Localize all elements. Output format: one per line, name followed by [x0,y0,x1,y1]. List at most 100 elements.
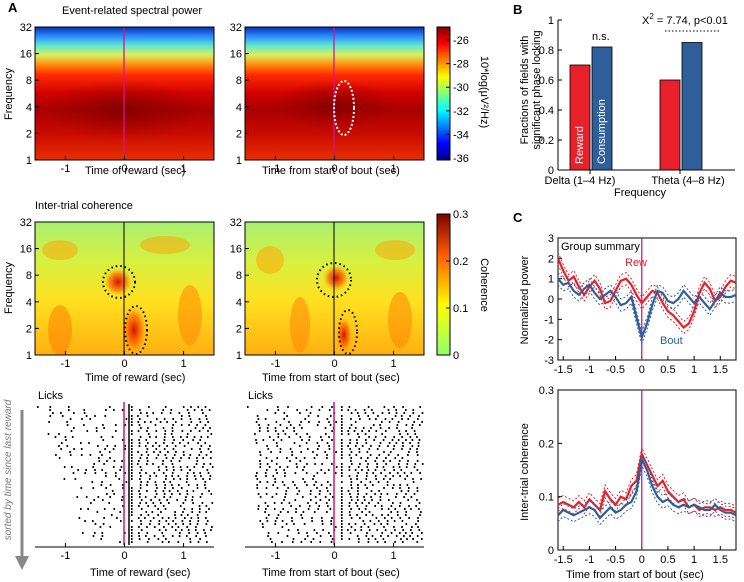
lick-mark [274,523,276,525]
lick-mark [285,523,288,525]
lick-mark [367,415,369,417]
lick-mark [408,451,410,453]
lick-mark [289,448,292,450]
lick-mark [407,490,410,492]
lick-mark [205,517,207,519]
lick-mark [177,526,180,528]
lick-mark [341,463,343,465]
lick-mark [374,505,376,507]
lick-mark [350,484,352,486]
lick-mark [99,451,101,453]
lick-mark [291,520,293,522]
lick-mark [306,463,308,465]
lick-mark [341,493,343,495]
lick-mark [299,412,301,414]
lick-mark [341,517,343,519]
lick-mark [276,487,279,489]
lick-mark [311,520,313,522]
lick-mark [408,487,410,489]
lick-mark [192,490,195,492]
lick-mark [140,520,142,522]
lick-mark [405,532,407,534]
lick-mark [64,436,67,438]
lick-mark [341,421,343,423]
lick-mark [264,472,267,474]
lick-mark [349,514,351,516]
lick-mark [80,508,82,510]
lick-mark [94,532,96,534]
lick-mark [165,457,168,459]
lick-mark [85,415,88,417]
lick-mark [279,451,282,453]
lick-mark [357,487,359,489]
lick-mark [186,409,189,411]
lick-mark [48,421,50,423]
lick-mark [172,487,174,489]
lick-mark [421,412,424,414]
lick-mark [139,457,142,459]
lick-mark [90,502,92,504]
lick-mark [360,529,363,531]
lick-mark [400,415,403,417]
lick-mark [157,514,159,516]
a-mid-r-xtick-label: 0 [331,358,337,370]
lick-mark [295,463,298,465]
lick-mark [71,436,74,438]
lick-mark [341,520,343,522]
lick-mark [272,484,274,486]
lick-mark [367,406,370,408]
lick-mark [131,424,133,426]
lick-mark [92,535,95,537]
lick-mark [146,430,148,432]
a-mid-l-xtick-label: 0 [121,358,127,370]
lick-mark [73,427,75,429]
lick-mark [105,409,107,411]
lick-mark [206,469,209,471]
lick-mark [66,445,69,447]
lick-mark [178,484,180,486]
lick-mark [349,493,351,495]
lick-mark [335,421,337,423]
lick-mark [379,496,382,498]
lick-mark [80,487,83,489]
lick-mark [296,493,299,495]
lick-mark [341,490,343,492]
lick-mark [199,448,201,450]
lick-mark [371,409,373,411]
lick-mark [104,448,106,450]
lick-mark [401,457,404,459]
lick-mark [63,478,66,480]
lick-mark [120,520,122,522]
lick-mark [401,418,403,420]
a-mid-l-xtick-label: -1 [61,358,71,370]
lick-mark [172,448,175,450]
lick-mark [155,475,158,477]
lick-mark [131,493,133,495]
lick-mark [205,535,207,537]
lick-mark [312,451,314,453]
lick-mark [200,475,202,477]
lick-mark [154,490,157,492]
lick-mark [154,505,156,507]
lick-mark [146,490,148,492]
lick-mark [371,514,374,516]
lick-mark [326,502,328,504]
lick-mark [164,508,167,510]
lick-mark [406,538,408,540]
a-bot-l-xtick-label: -1 [61,550,71,562]
lick-mark [124,472,126,474]
lick-mark [402,442,404,444]
lick-mark [348,475,351,477]
a-top-r-xtick-label: -1 [271,163,281,175]
lick-mark [138,442,141,444]
lick-mark [350,496,352,498]
lick-mark [52,412,54,414]
lick-mark [292,481,294,483]
lick-mark [140,454,143,456]
lick-mark [256,472,258,474]
lick-mark [341,409,343,411]
lick-mark [176,499,178,501]
lick-mark [367,457,369,459]
lick-mark [396,427,398,429]
lick-mark [255,421,258,423]
